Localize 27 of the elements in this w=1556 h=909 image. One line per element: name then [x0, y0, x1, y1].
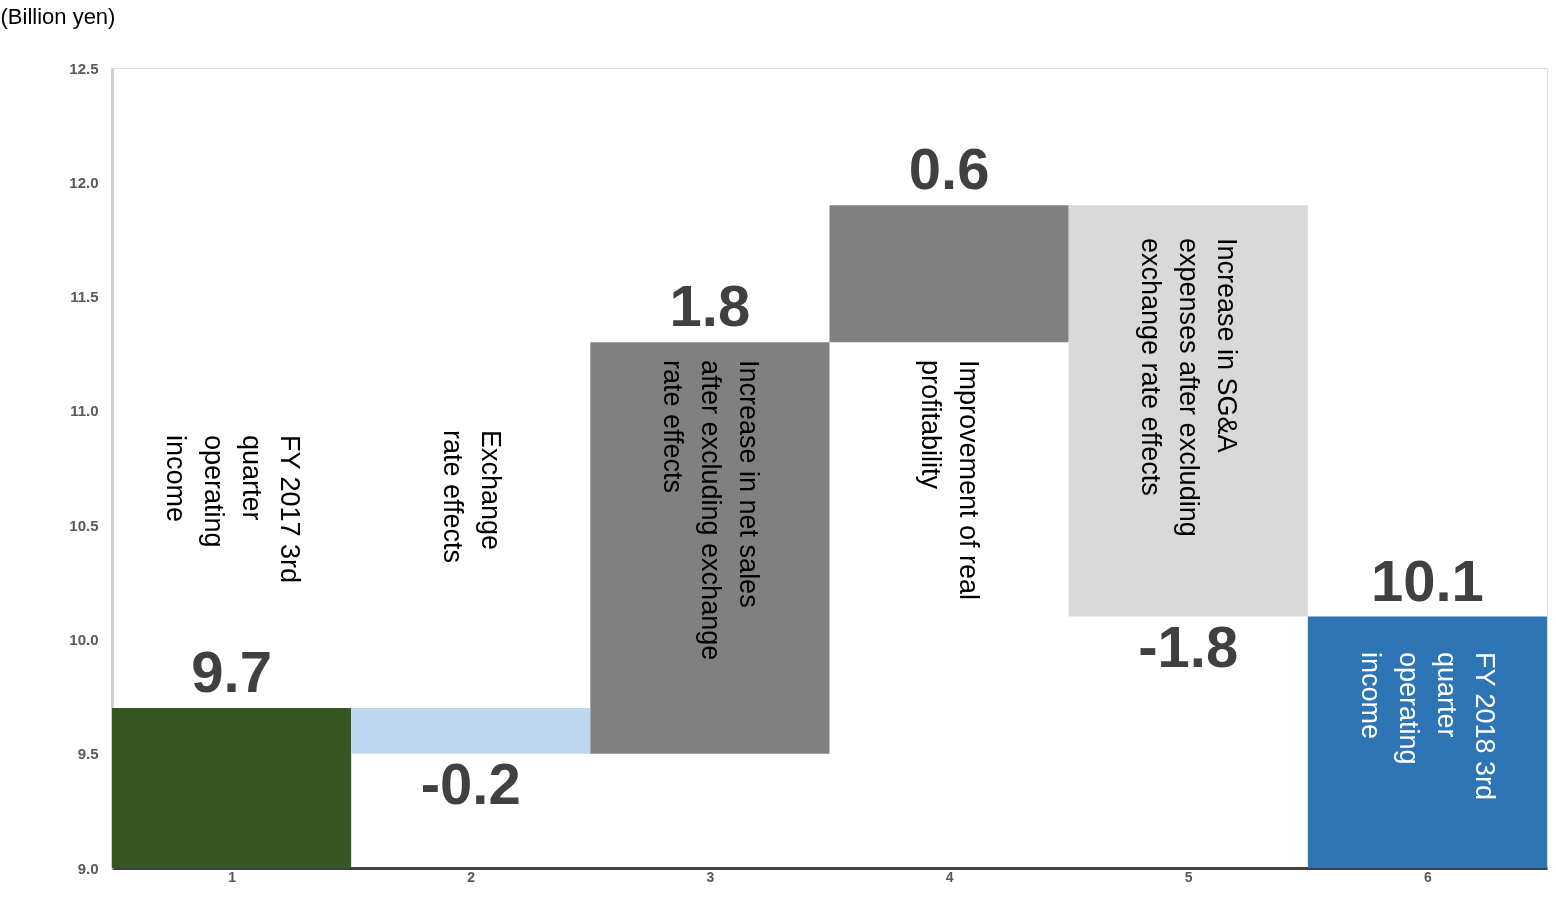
annotation: Exchange rate effects: [437, 430, 506, 564]
y-tick-label: 10.5: [69, 516, 99, 534]
y-tick-label: 9.0: [77, 859, 99, 877]
annotation: Improvement of real profitability: [916, 360, 985, 601]
x-tick-label: 3: [706, 868, 715, 885]
data-label: 0.6: [908, 136, 990, 202]
annotation: Increase in SG&A expenses after excluding exchange rate effects: [1136, 238, 1243, 537]
y-tick-label: 12.5: [69, 59, 99, 77]
x-tick-label: 5: [1184, 868, 1193, 885]
y-tick-label: 11.5: [70, 288, 99, 306]
y-tick-label: 11.0: [70, 402, 99, 420]
data-label: -0.2: [420, 750, 521, 816]
x-tick-label: 6: [1424, 868, 1433, 885]
y-axis-title: (Billion yen): [0, 3, 116, 29]
data-label: -1.8: [1138, 613, 1239, 679]
annotation: FY 2017 3rd quarter operating income: [160, 435, 305, 584]
y-tick-label: 10.0: [69, 630, 99, 648]
annotation: FY 2018 3rd quarter operating income: [1356, 652, 1501, 801]
x-tick-label: 1: [228, 868, 237, 885]
data-label: 9.7: [191, 639, 272, 704]
annotation: Increase in net sales after excluding exchange rate effects: [657, 360, 764, 661]
x-tick-label: 4: [945, 868, 954, 885]
y-tick-label: 12.0: [69, 173, 99, 191]
data-label: 10.1: [1370, 547, 1484, 613]
data-label: 1.8: [669, 273, 751, 339]
x-tick-label: 2: [467, 868, 476, 885]
y-tick-label: 9.5: [77, 745, 99, 763]
